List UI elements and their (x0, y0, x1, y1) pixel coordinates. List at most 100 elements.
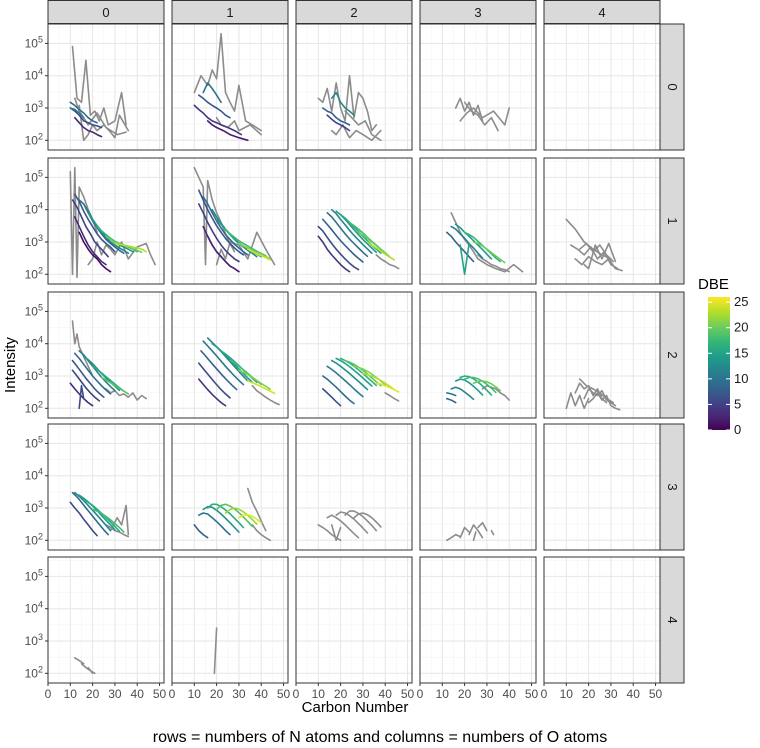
legend-tick-label: 25 (734, 294, 748, 309)
row-strip-label: 3 (665, 483, 680, 490)
panel-series (69, 320, 147, 410)
series-line (247, 487, 267, 532)
facet-panel (47, 157, 165, 285)
y-tick-label: 103 (25, 632, 43, 648)
series-line (344, 359, 382, 387)
series-line (366, 241, 396, 261)
row-strip (659, 423, 685, 551)
series-line (335, 511, 369, 534)
series-line (445, 397, 457, 404)
series-line (321, 388, 342, 407)
series-line (574, 255, 623, 272)
series-line (215, 231, 276, 266)
series-line (193, 524, 209, 539)
facet-panel (171, 423, 289, 551)
series-line (375, 254, 400, 270)
series-line (335, 357, 373, 387)
series-line (200, 350, 238, 391)
series-line (71, 491, 109, 536)
series-line (445, 533, 462, 542)
panel-series (74, 657, 96, 675)
x-tick-label: 50 (153, 687, 167, 701)
series-line (459, 375, 493, 396)
y-tick-label: 104 (25, 335, 43, 351)
series-line (330, 524, 342, 542)
series-line (481, 384, 511, 401)
series-line (317, 235, 351, 273)
series-line (114, 242, 147, 253)
facet-panel (543, 556, 661, 684)
series-line (71, 320, 94, 377)
panel-series (317, 208, 400, 273)
series-line (583, 242, 617, 270)
y-tick-label: 103 (25, 499, 43, 515)
legend-tick-label: 5 (734, 396, 741, 411)
row-strip-label: 2 (665, 351, 680, 358)
x-tick-label: 30 (108, 687, 122, 701)
x-tick-label: 0 (45, 687, 52, 701)
series-line (202, 196, 249, 256)
series-line (87, 666, 94, 675)
x-tick-label: 0 (169, 687, 176, 701)
series-line (251, 524, 272, 542)
x-tick-label: 0 (417, 687, 424, 701)
facet-panel (47, 291, 165, 419)
panel-series (69, 491, 130, 538)
x-tick-label: 40 (131, 687, 145, 701)
series-line (87, 241, 156, 266)
y-tick-label: 104 (25, 67, 43, 83)
series-line (454, 223, 493, 260)
y-tick-label: 104 (25, 600, 43, 616)
panel-series (445, 521, 495, 542)
series-line (477, 521, 488, 532)
series-line (375, 382, 400, 393)
panel-series (69, 45, 130, 142)
series-line (344, 110, 382, 142)
x-tick-label: 10 (560, 687, 574, 701)
series-line (78, 384, 85, 410)
facet-panel (419, 423, 537, 551)
x-tick-label: 30 (480, 687, 494, 701)
row-strip-label: 4 (665, 616, 680, 623)
series-line (490, 529, 495, 536)
series-line (330, 124, 382, 142)
series-line (238, 369, 272, 391)
series-line (459, 107, 511, 126)
facet-panel (419, 556, 537, 684)
series-line (69, 107, 85, 119)
panel-series (317, 510, 382, 542)
panel-series (317, 74, 382, 142)
legend-tick-label: 15 (734, 345, 748, 360)
y-axis-title: Intensity (2, 337, 19, 393)
series-line (454, 378, 484, 396)
series-line (468, 524, 484, 539)
series-line (74, 216, 107, 266)
panel-series (198, 337, 280, 407)
series-line (445, 392, 457, 397)
series-line (330, 91, 355, 116)
panel-series (454, 97, 511, 132)
facet-panel (543, 23, 661, 151)
x-tick-label: 50 (525, 687, 539, 701)
series-line (247, 380, 276, 395)
panel-series (193, 487, 272, 542)
series-line (450, 225, 484, 259)
facet-panel (543, 291, 661, 419)
series-line (472, 380, 502, 392)
facet-panel (295, 556, 413, 684)
series-line (317, 74, 378, 132)
x-tick-label: 30 (356, 687, 370, 701)
y-tick-label: 102 (25, 664, 43, 680)
series-line (247, 248, 272, 261)
facet-panel (295, 423, 413, 551)
series-line (472, 241, 506, 264)
panel-series (565, 378, 621, 411)
x-tick-label: 20 (210, 687, 224, 701)
y-tick-label: 105 (25, 434, 43, 450)
series-line (330, 208, 373, 254)
x-tick-label: 30 (604, 687, 618, 701)
series-line (71, 45, 127, 126)
dbe-legend: DBE 0 5 10 15 20 25 (698, 276, 748, 437)
series-line (459, 526, 470, 539)
x-tick-label: 0 (541, 687, 548, 701)
